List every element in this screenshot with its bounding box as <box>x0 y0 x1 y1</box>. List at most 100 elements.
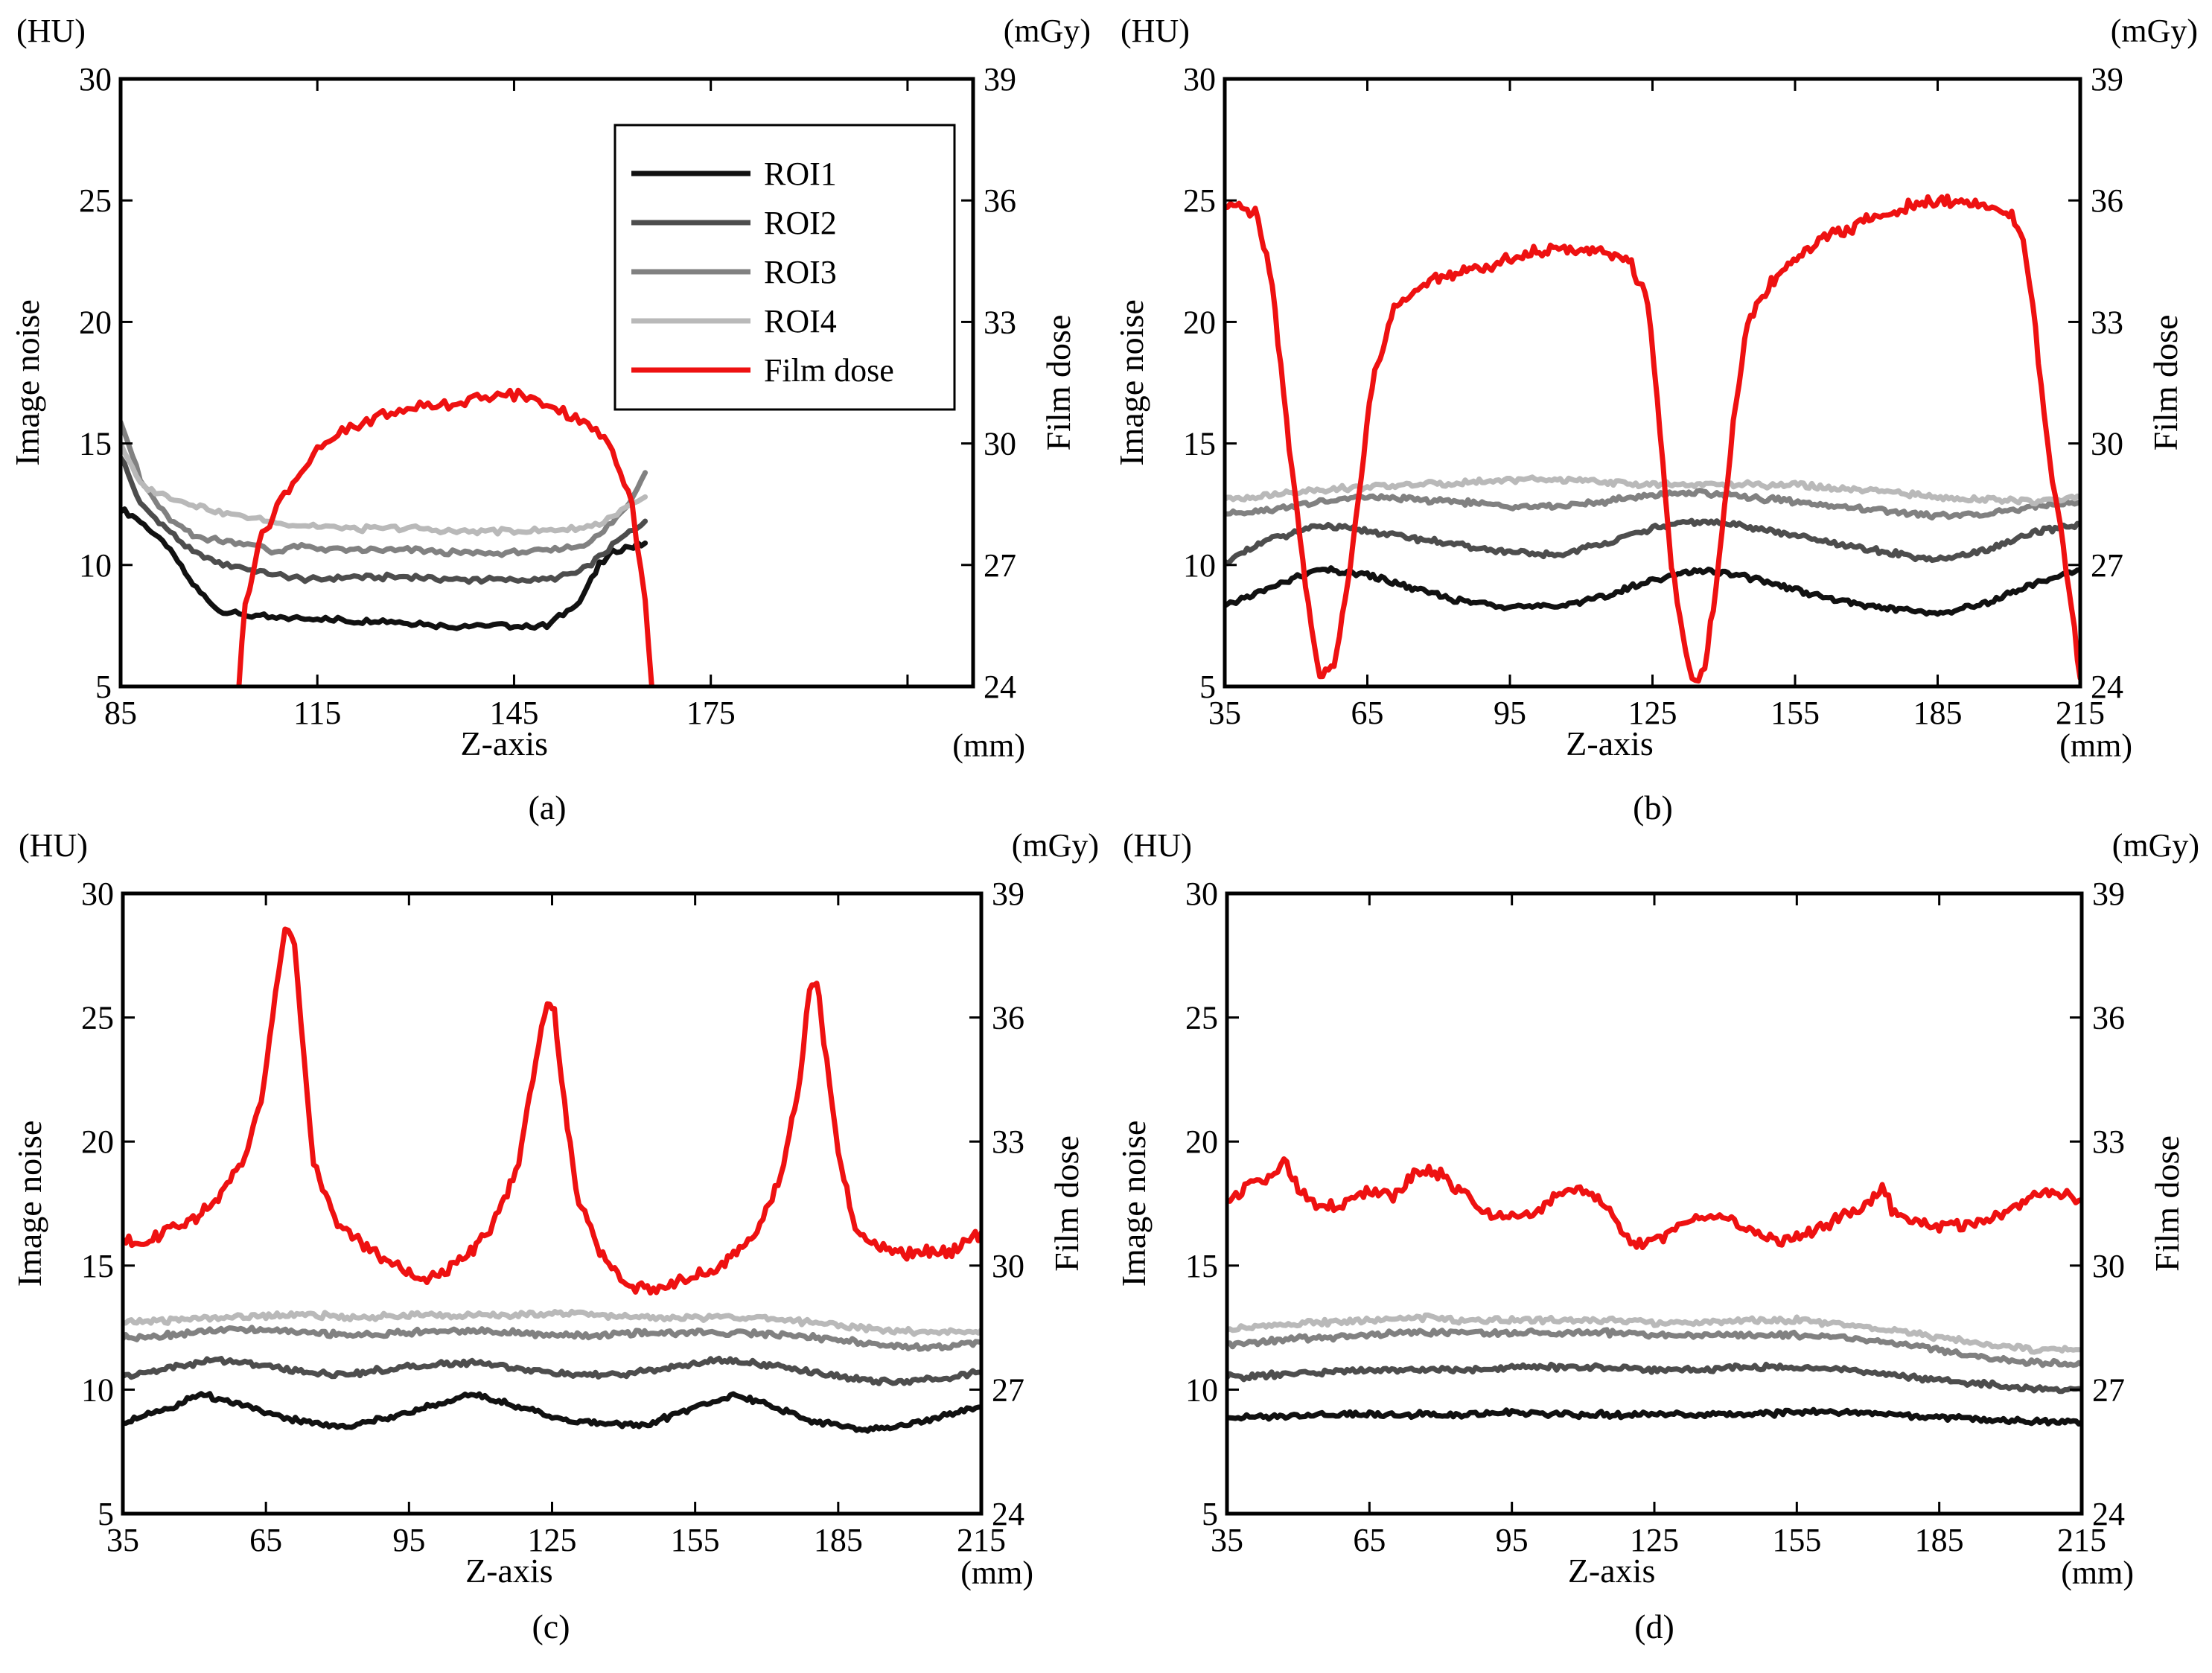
y-tick-label: 20 <box>79 304 112 340</box>
series-line-film-dose <box>236 387 654 686</box>
y2-tick-label: 27 <box>984 547 1016 584</box>
y2-tick-label: 30 <box>992 1248 1024 1284</box>
x-axis-label: Z-axis <box>460 724 548 762</box>
x-tick-label: 65 <box>1353 1522 1386 1558</box>
y2-tick-label: 27 <box>992 1371 1024 1408</box>
y-tick-label: 10 <box>79 547 112 584</box>
x-tick-label: 95 <box>1496 1522 1529 1558</box>
y2-tick-label: 27 <box>2091 547 2123 584</box>
legend-entry-label: ROI3 <box>764 254 837 290</box>
y2-tick-label: 36 <box>984 182 1016 219</box>
y2-axis-unit: (mGy) <box>2112 827 2199 864</box>
y-tick-label: 30 <box>1185 876 1218 912</box>
x-tick-label: 175 <box>686 695 736 731</box>
series-line-roi3 <box>1227 1327 2082 1368</box>
series-line-roi4 <box>123 1308 981 1337</box>
y-axis-unit: (HU) <box>19 827 88 864</box>
y2-tick-label: 24 <box>992 1496 1024 1532</box>
x-tick-label: 125 <box>1630 1522 1679 1558</box>
y2-axis-label: Film dose <box>1048 1135 1086 1272</box>
panel-caption: (c) <box>532 1607 570 1645</box>
series-line-roi4 <box>121 441 648 537</box>
series-line-roi2 <box>1225 517 2080 567</box>
x-tick-label: 35 <box>1211 1522 1243 1558</box>
y2-axis-label: Film dose <box>2146 315 2184 451</box>
series-line-roi3 <box>123 1325 981 1352</box>
x-axis-label: Z-axis <box>1568 1552 1656 1590</box>
x-tick-label: 85 <box>104 695 137 731</box>
y-tick-label: 5 <box>1199 669 1216 705</box>
x-tick-label: 215 <box>2057 1522 2106 1558</box>
y2-tick-label: 36 <box>2091 182 2123 219</box>
x-tick-label: 155 <box>1772 1522 1821 1558</box>
y2-axis-unit: (mGy) <box>1004 13 1091 49</box>
y-tick-label: 5 <box>95 669 112 705</box>
x-tick-label: 65 <box>1351 695 1384 731</box>
y2-axis-label: Film dose <box>2148 1135 2186 1272</box>
x-tick-label: 125 <box>528 1522 577 1558</box>
y-tick-label: 10 <box>1185 1371 1218 1408</box>
y2-tick-label: 24 <box>2092 1496 2125 1532</box>
y-tick-label: 20 <box>81 1124 114 1160</box>
series-line-roi2 <box>123 1355 981 1386</box>
panel-d: 35 65 95 125 155 185 215 5 10 15 20 25 30 24 27 30 33 36 3… <box>1115 827 2199 1645</box>
y-axis-label: Image noise <box>8 299 46 466</box>
y-axis-unit: (HU) <box>1123 827 1192 864</box>
x-axis-label: Z-axis <box>465 1552 553 1590</box>
series-line-roi1 <box>121 506 648 631</box>
y-tick-label: 30 <box>1183 61 1216 98</box>
y-tick-label: 15 <box>81 1248 114 1284</box>
legend: ROI1 ROI2 ROI3 ROI4 Film dose <box>613 124 956 411</box>
legend-entry-label: ROI1 <box>764 156 837 192</box>
y2-tick-label: 30 <box>2092 1248 2125 1284</box>
legend-entry-label: ROI4 <box>764 303 837 340</box>
y-tick-label: 10 <box>1183 547 1216 584</box>
y-tick-label: 30 <box>79 61 112 98</box>
y-tick-label: 20 <box>1185 1124 1218 1160</box>
y-tick-label: 25 <box>81 1000 114 1036</box>
panel-caption: (a) <box>528 788 566 826</box>
series-line-film-dose <box>1225 193 2080 684</box>
x-axis-unit: (mm) <box>2061 1555 2134 1591</box>
x-tick-label: 155 <box>1770 695 1820 731</box>
y-tick-label: 25 <box>1185 1000 1218 1036</box>
y-tick-label: 15 <box>79 426 112 462</box>
x-axis-unit: (mm) <box>960 1555 1033 1591</box>
panel-caption: (d) <box>1634 1607 1674 1645</box>
x-tick-label: 95 <box>1494 695 1526 731</box>
y-tick-label: 15 <box>1185 1248 1218 1284</box>
x-tick-label: 185 <box>1913 695 1963 731</box>
panel-a: 85 115 145 175 5 10 15 20 25 30 24 27 30 33 36 39 Z-axis… <box>8 13 1091 826</box>
x-tick-label: 155 <box>671 1522 720 1558</box>
y2-tick-label: 39 <box>2092 876 2125 912</box>
y-axis-unit: (HU) <box>16 13 86 49</box>
legend-entry-label: Film dose <box>764 352 894 389</box>
y2-tick-label: 33 <box>984 304 1016 340</box>
series-line-roi4 <box>1227 1312 2082 1355</box>
y-axis-label: Image noise <box>1112 299 1150 466</box>
y2-tick-label: 36 <box>992 1000 1024 1036</box>
y-tick-label: 15 <box>1183 426 1216 462</box>
y-tick-label: 10 <box>81 1371 114 1408</box>
y2-axis-label: Film dose <box>1039 315 1077 451</box>
y-tick-label: 25 <box>79 182 112 219</box>
x-tick-label: 35 <box>106 1522 139 1558</box>
series-line-roi2 <box>1227 1361 2082 1395</box>
series-line-roi3 <box>121 419 648 558</box>
x-tick-label: 145 <box>489 695 538 731</box>
y2-axis-unit: (mGy) <box>2111 13 2198 49</box>
x-tick-label: 65 <box>249 1522 282 1558</box>
x-tick-label: 215 <box>2056 695 2105 731</box>
y2-tick-label: 36 <box>2092 1000 2125 1036</box>
series-line-film-dose <box>1227 1156 2082 1251</box>
plot-frame <box>118 77 975 689</box>
y2-tick-label: 39 <box>2091 61 2123 98</box>
y-tick-label: 5 <box>98 1496 114 1532</box>
series-line-roi3 <box>1225 488 2080 521</box>
series-line-roi1 <box>123 1391 981 1434</box>
series-line-roi1 <box>1225 565 2080 617</box>
y-tick-label: 5 <box>1202 1496 1218 1532</box>
y-tick-label: 25 <box>1183 182 1216 219</box>
panel-c: 35 65 95 125 155 185 215 5 10 15 20 25 30 24 27 30 33 36 3… <box>10 827 1099 1645</box>
